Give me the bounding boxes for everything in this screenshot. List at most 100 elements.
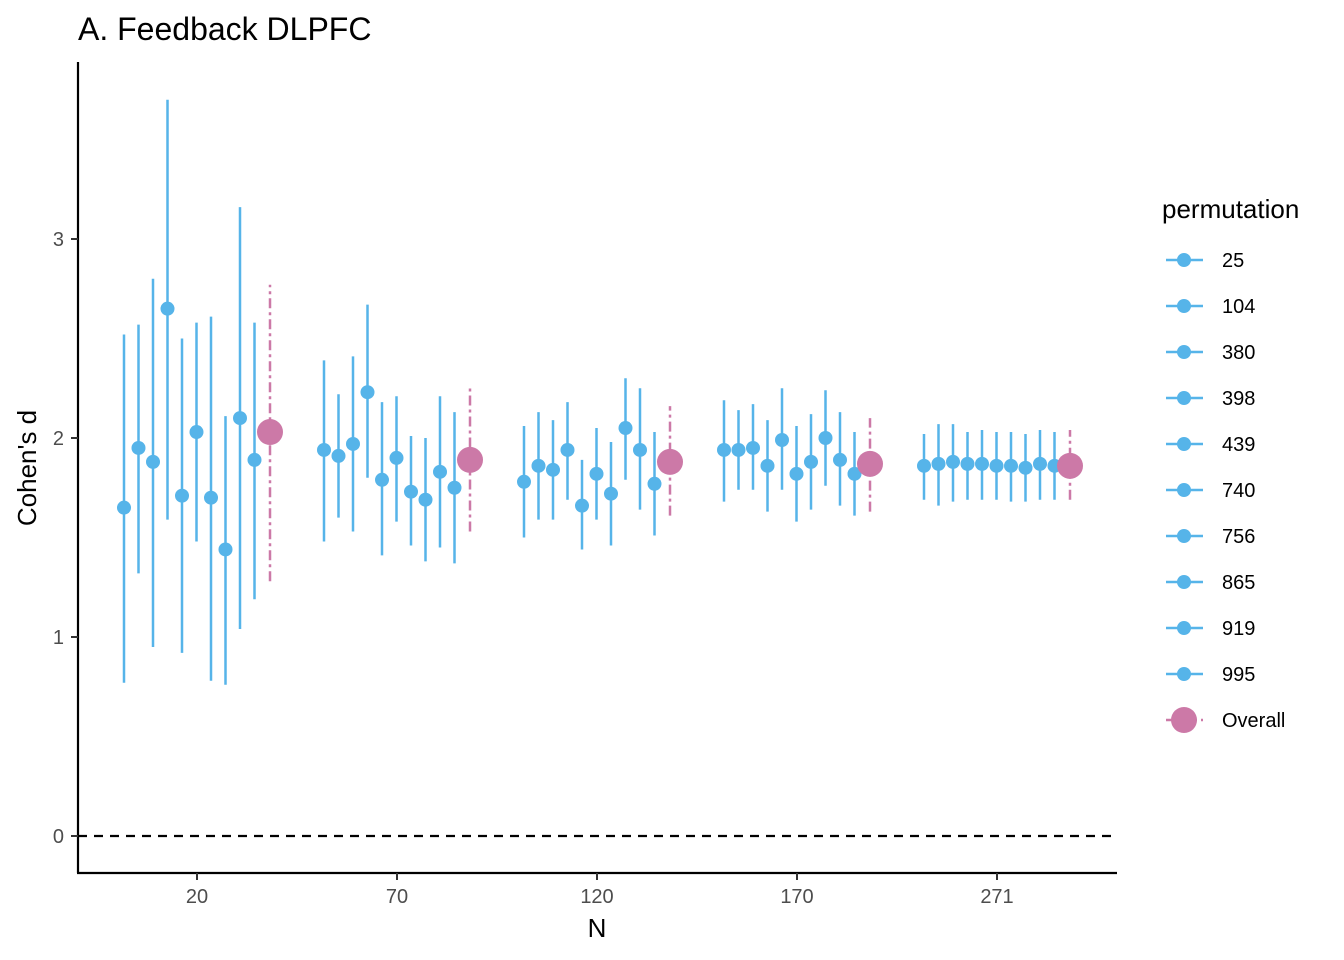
y-tick-label: 0: [53, 826, 64, 848]
chart-title: A. Feedback DLPFC: [78, 11, 371, 47]
permutation-point: [433, 464, 447, 479]
permutation-point: [389, 450, 404, 465]
legend-item: Overall: [1166, 707, 1285, 733]
y-tick-label: 3: [53, 229, 64, 251]
legend-item-label: 104: [1222, 296, 1255, 318]
x-tick-label: 170: [780, 886, 813, 908]
legend-key-point: [1177, 299, 1191, 313]
permutation-point: [517, 474, 531, 489]
legend-item-label: 740: [1222, 480, 1255, 502]
legend-key-point: [1177, 345, 1191, 359]
permutation-point: [775, 432, 789, 447]
legend-item: 919: [1166, 618, 1255, 640]
permutation-point: [633, 442, 647, 457]
permutation-point: [847, 466, 862, 481]
legend: permutation 25 104 380 398 439 740 756 865 919 99…: [1162, 194, 1299, 733]
legend-key-point: [1177, 391, 1191, 405]
legend-item-label: 919: [1222, 618, 1255, 640]
permutation-point: [404, 484, 418, 499]
legend-item: 104: [1166, 296, 1255, 318]
permutation-point: [647, 476, 662, 491]
y-tick-label: 1: [53, 627, 64, 649]
legend-item: 756: [1166, 526, 1255, 548]
permutation-point: [531, 458, 546, 473]
legend-key-point: [1177, 529, 1191, 543]
permutation-point: [375, 472, 389, 487]
permutation-point: [760, 458, 775, 473]
x-tick-label: 120: [580, 886, 613, 908]
legend-item: 740: [1166, 480, 1255, 502]
permutation-point: [833, 452, 847, 467]
permutation-point: [1018, 460, 1033, 475]
permutation-point: [346, 436, 360, 451]
permutation-point: [717, 442, 731, 457]
permutation-point: [160, 301, 175, 316]
permutation-point: [960, 456, 975, 471]
legend-item-label: 439: [1222, 434, 1255, 456]
legend-item-label: 865: [1222, 572, 1255, 594]
x-tick-label: 70: [386, 886, 408, 908]
permutation-point: [418, 492, 433, 507]
legend-key-point: [1171, 707, 1197, 733]
permutation-point: [989, 458, 1004, 473]
overall-point: [257, 419, 283, 446]
permutation-point: [575, 498, 589, 513]
legend-item-label: 380: [1222, 342, 1255, 364]
legend-key-point: [1177, 667, 1191, 681]
permutation-point: [818, 431, 833, 445]
x-axis-title: N: [588, 913, 607, 943]
permutation-point: [746, 440, 760, 455]
permutation-point: [731, 442, 746, 457]
legend-item-label: 756: [1222, 526, 1255, 548]
permutation-point: [131, 440, 146, 455]
legend-key-point: [1177, 483, 1191, 497]
legend-item: 865: [1166, 572, 1255, 594]
legend-key-point: [1177, 575, 1191, 589]
permutation-point: [317, 442, 331, 457]
legend-item: 25: [1166, 250, 1244, 272]
permutation-point: [589, 466, 604, 481]
permutation-point: [975, 456, 989, 471]
permutation-point: [204, 490, 218, 505]
overall-point: [857, 450, 883, 477]
x-tick-label: 20: [186, 886, 208, 908]
permutation-point: [146, 454, 160, 469]
legend-item-label: Overall: [1222, 710, 1285, 732]
permutation-point: [1004, 458, 1018, 473]
plot-area: 0 1 2 3 20 70 120 170 271: [53, 62, 1117, 908]
legend-key-point: [1177, 437, 1191, 451]
y-tick-label: 2: [53, 428, 64, 450]
overall-point: [1057, 452, 1083, 479]
legend-item-label: 995: [1222, 664, 1255, 686]
permutation-point: [117, 500, 131, 515]
legend-item: 398: [1166, 388, 1255, 410]
legend-key-point: [1177, 253, 1191, 267]
permutation-point: [917, 458, 931, 473]
permutation-point: [189, 425, 204, 440]
permutation-point: [175, 488, 189, 503]
permutation-point: [618, 421, 633, 436]
legend-item-label: 25: [1222, 250, 1244, 272]
permutation-point: [331, 448, 346, 463]
permutation-point: [604, 486, 618, 501]
permutation-point: [247, 452, 262, 467]
overall-point: [457, 446, 483, 473]
permutation-point: [560, 442, 575, 457]
permutation-point: [946, 454, 960, 469]
legend-item: 995: [1166, 664, 1255, 686]
legend-item-label: 398: [1222, 388, 1255, 410]
permutation-point: [1033, 456, 1047, 471]
legend-title: permutation: [1162, 194, 1299, 224]
legend-item: 380: [1166, 342, 1255, 364]
permutation-point: [218, 542, 233, 557]
permutation-point: [804, 454, 818, 469]
permutation-point: [233, 411, 247, 426]
y-axis-title: Cohen's d: [12, 410, 42, 526]
legend-items: 25 104 380 398 439 740 756 865 919 995 Overall: [1166, 250, 1285, 733]
permutation-point: [546, 462, 560, 477]
permutation-point: [447, 480, 462, 495]
legend-key-point: [1177, 621, 1191, 635]
x-tick-label: 271: [980, 886, 1013, 908]
permutation-point: [931, 456, 946, 471]
